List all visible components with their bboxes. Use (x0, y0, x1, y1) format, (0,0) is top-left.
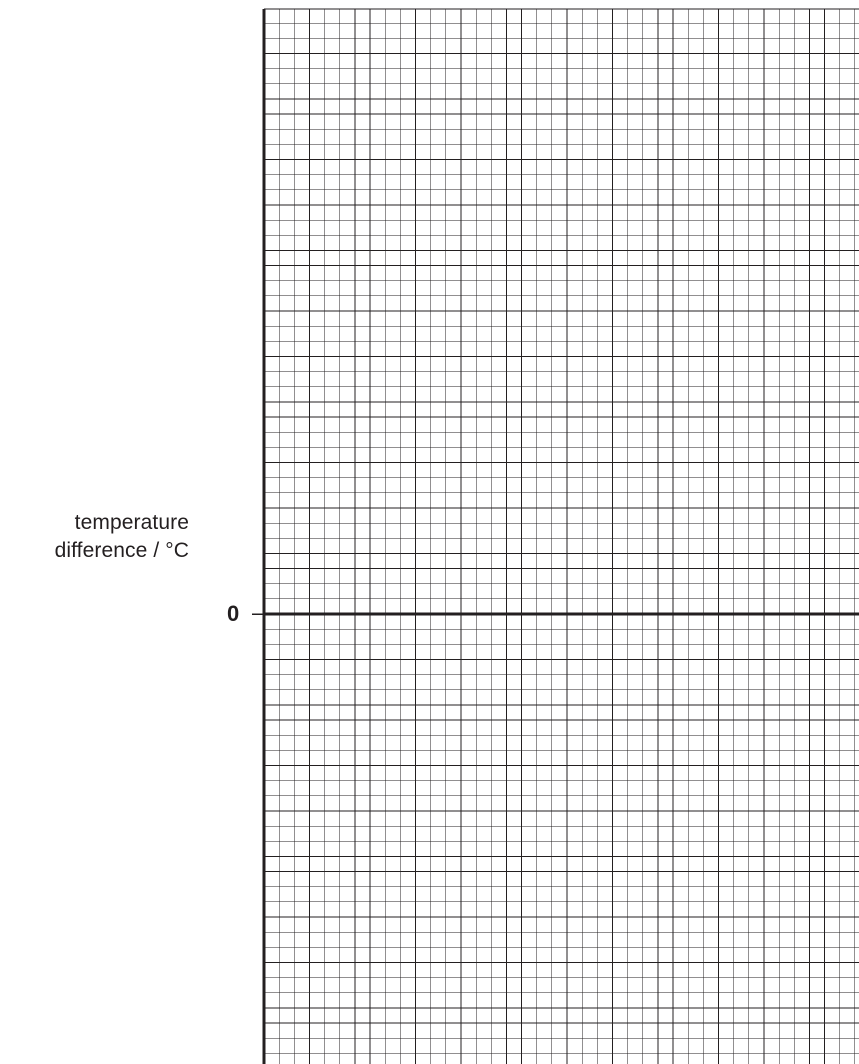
axes (252, 9, 859, 1064)
major-gridlines (264, 8, 859, 1064)
y-axis-label-line-2: difference / °C (54, 539, 189, 562)
y-axis-label: temperature difference / °C (55, 509, 189, 565)
y-axis-label-line-1: temperature (74, 511, 189, 534)
minor-gridlines (264, 9, 859, 1064)
y-tick-label-zero: 0 (227, 601, 240, 626)
